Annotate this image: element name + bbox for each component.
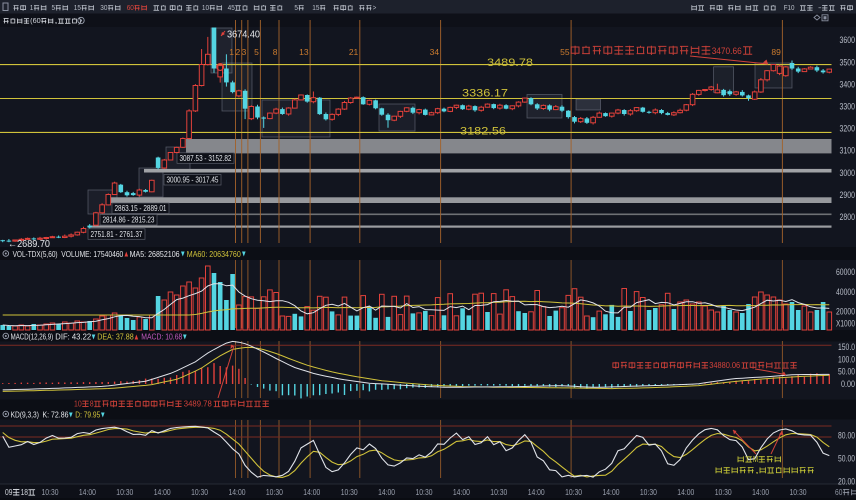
- svg-text:14:00: 14:00: [677, 487, 694, 497]
- svg-text:←2689.70: ←2689.70: [8, 239, 50, 250]
- svg-text:13: 13: [299, 47, 309, 57]
- svg-text:50.00: 50.00: [838, 367, 855, 377]
- svg-text:-: -: [818, 3, 822, 12]
- svg-text:60000: 60000: [836, 267, 855, 277]
- svg-text:VOL-TDX(5,60): VOL-TDX(5,60): [13, 249, 58, 259]
- svg-text:3489.78: 3489.78: [184, 399, 212, 409]
- svg-text:(60: (60: [30, 18, 41, 25]
- svg-text:14:00: 14:00: [752, 487, 769, 497]
- svg-text:K: 72.86: K: 72.86: [43, 410, 69, 420]
- svg-text:MA5: 26852106: MA5: 26852106: [130, 249, 180, 259]
- svg-text:50.00: 50.00: [838, 453, 855, 463]
- svg-text:,: ,: [54, 18, 58, 25]
- svg-text:3100: 3100: [840, 146, 856, 157]
- svg-text:55: 55: [560, 47, 570, 57]
- svg-text:10:30: 10:30: [565, 487, 582, 497]
- svg-text:3087.53 - 3152.82: 3087.53 - 3152.82: [180, 153, 232, 163]
- svg-text:,: ,: [755, 465, 759, 475]
- svg-text:10:30: 10:30: [715, 487, 732, 497]
- svg-text:5: 5: [52, 3, 56, 12]
- svg-text:3400: 3400: [840, 79, 856, 90]
- svg-text:3336.17: 3336.17: [462, 88, 508, 100]
- svg-text:10:30: 10:30: [116, 487, 133, 497]
- svg-text:3489.78: 3489.78: [487, 57, 533, 69]
- svg-text:14:00: 14:00: [453, 487, 470, 497]
- svg-text:KD(9,3,3): KD(9,3,3): [11, 410, 39, 420]
- svg-text:34: 34: [430, 47, 440, 57]
- svg-text:3500: 3500: [840, 57, 856, 68]
- svg-text:80.00: 80.00: [838, 430, 855, 440]
- svg-text:): ): [78, 18, 82, 25]
- svg-text:20000: 20000: [836, 306, 855, 316]
- svg-text:2863.15 - 2889.01: 2863.15 - 2889.01: [115, 203, 167, 213]
- svg-text:10: 10: [202, 3, 209, 12]
- svg-text:10: 10: [74, 400, 82, 409]
- svg-text:15: 15: [312, 3, 319, 12]
- svg-text:>: >: [373, 3, 377, 12]
- svg-text:MACD: 10.68: MACD: 10.68: [141, 332, 182, 342]
- svg-text:VOLUME: 17540460: VOLUME: 17540460: [61, 249, 123, 259]
- svg-text:3470.66: 3470.66: [712, 46, 742, 57]
- svg-text:2900: 2900: [840, 190, 856, 201]
- svg-text:3674.40: 3674.40: [227, 30, 260, 41]
- svg-text:14:00: 14:00: [229, 487, 246, 497]
- svg-text:3000.95 - 3017.45: 3000.95 - 3017.45: [167, 175, 219, 185]
- svg-text:15: 15: [74, 3, 81, 12]
- svg-text:40000: 40000: [836, 287, 855, 297]
- svg-text:30: 30: [100, 3, 107, 12]
- svg-text:21: 21: [349, 47, 359, 57]
- svg-text:10:30: 10:30: [341, 487, 358, 497]
- svg-text:10:30: 10:30: [490, 487, 507, 497]
- svg-text:M: M: [753, 454, 758, 464]
- svg-text:2800: 2800: [840, 212, 856, 223]
- svg-text:10:30: 10:30: [416, 487, 433, 497]
- svg-text:D: 79.95: D: 79.95: [75, 410, 100, 420]
- svg-text:14:00: 14:00: [154, 487, 171, 497]
- svg-text:10:30: 10:30: [640, 487, 657, 497]
- svg-text:10:30: 10:30: [790, 487, 807, 497]
- svg-text:2: 2: [235, 47, 240, 57]
- svg-text:18: 18: [21, 488, 29, 497]
- svg-text:DEA: 37.88: DEA: 37.88: [97, 332, 134, 342]
- svg-text:8: 8: [273, 47, 278, 57]
- svg-text:10:30: 10:30: [266, 487, 283, 497]
- svg-text:MACD(12,26,9): MACD(12,26,9): [11, 332, 54, 342]
- svg-text:F10: F10: [784, 3, 795, 12]
- svg-text:60: 60: [127, 3, 134, 12]
- svg-text:3182.56: 3182.56: [460, 126, 506, 138]
- svg-text:150.0: 150.0: [838, 342, 855, 352]
- svg-text:3300: 3300: [840, 102, 856, 113]
- svg-text:MA60: 20634760: MA60: 20634760: [187, 249, 241, 259]
- svg-text:5: 5: [294, 3, 298, 12]
- svg-text:14:00: 14:00: [303, 487, 320, 497]
- svg-text:3000: 3000: [840, 168, 856, 179]
- svg-text:0.00: 0.00: [841, 379, 855, 389]
- svg-text:45: 45: [228, 3, 235, 12]
- svg-text:20.00: 20.00: [838, 476, 855, 486]
- svg-text:3: 3: [242, 47, 247, 57]
- svg-text:X1000: X1000: [836, 319, 855, 329]
- svg-text:60: 60: [835, 488, 843, 497]
- svg-text:DIF: 43.22: DIF: 43.22: [55, 332, 91, 342]
- svg-text:14:00: 14:00: [378, 487, 395, 497]
- svg-text:3600: 3600: [840, 35, 856, 46]
- svg-text:100.0: 100.0: [838, 354, 855, 364]
- svg-text:2751.81 - 2761.37: 2751.81 - 2761.37: [91, 229, 143, 239]
- svg-text:14:00: 14:00: [603, 487, 620, 497]
- svg-text:3200: 3200: [840, 124, 856, 135]
- svg-text:8: 8: [90, 400, 94, 409]
- svg-text:2814.86 - 2815.23: 2814.86 - 2815.23: [103, 215, 155, 225]
- svg-text:5: 5: [254, 47, 259, 57]
- svg-text:10:30: 10:30: [191, 487, 208, 497]
- svg-text:1: 1: [229, 47, 234, 57]
- svg-text:10:30: 10:30: [42, 487, 59, 497]
- svg-text:89: 89: [771, 47, 781, 57]
- svg-text:14:00: 14:00: [528, 487, 545, 497]
- svg-text:1: 1: [30, 3, 34, 12]
- svg-text:09: 09: [5, 488, 13, 497]
- svg-text:14:00: 14:00: [79, 487, 96, 497]
- svg-text:34880.06: 34880.06: [709, 360, 740, 370]
